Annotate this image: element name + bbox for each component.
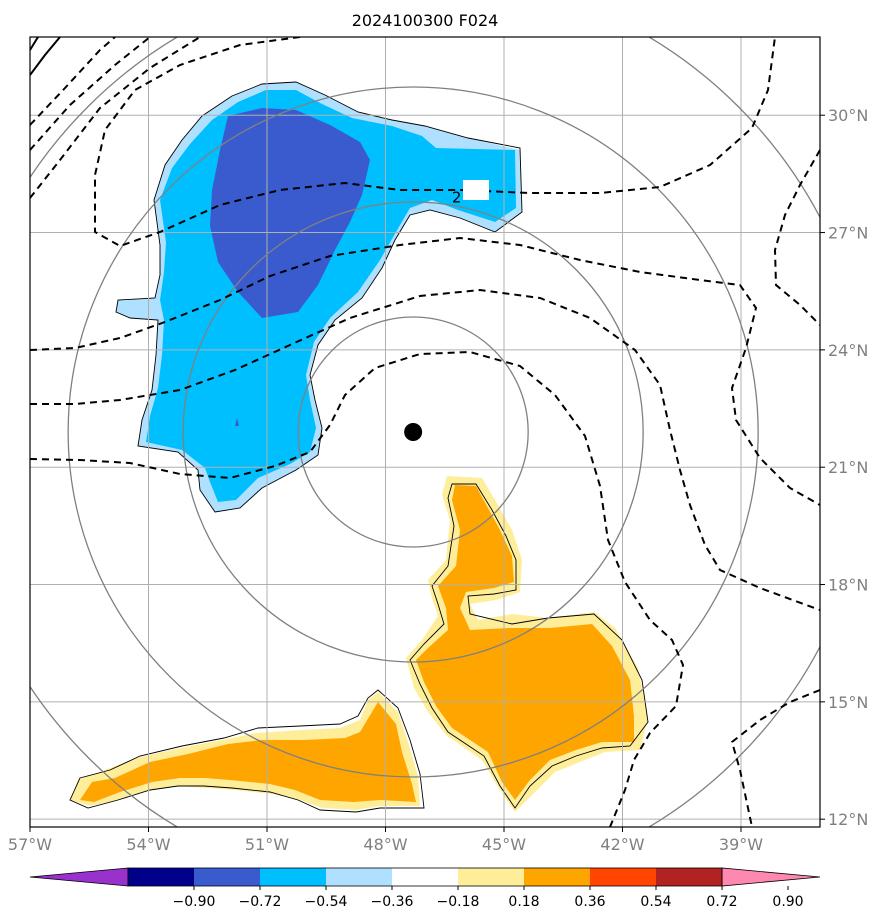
colorbar-extend-low xyxy=(29,867,129,887)
lat-tick-label: 21°N xyxy=(828,458,868,477)
colorbar-label: 0.36 xyxy=(574,894,605,910)
colorbar-label: 0.72 xyxy=(706,894,737,910)
colorbar-extend-high xyxy=(721,867,821,887)
isoline xyxy=(30,37,116,126)
range-rings xyxy=(30,37,820,827)
isoline xyxy=(730,689,820,827)
negative-anomaly-speck xyxy=(235,418,239,426)
positive-anomaly-east xyxy=(406,476,649,812)
colorbar-swatch xyxy=(260,868,326,886)
lat-tick-label: 30°N xyxy=(828,106,868,125)
negative-anomaly-dark xyxy=(210,108,370,318)
colorbar-frame xyxy=(127,867,723,887)
colorbar-label: −0.18 xyxy=(437,894,480,910)
solid-isolines xyxy=(30,37,61,76)
colorbar-swatch xyxy=(656,868,722,886)
isoline xyxy=(30,288,820,611)
colorbar-label: −0.54 xyxy=(305,894,348,910)
longitude-ticks: 57°W 54°W 51°W 48°W 45°W 42°W 39°W xyxy=(8,827,763,854)
colorbar-label: −0.36 xyxy=(371,894,414,910)
contour-label: 2 xyxy=(452,188,462,206)
positive-anomaly-east-contour xyxy=(409,483,649,809)
range-ring xyxy=(67,86,759,778)
negative-anomaly-region xyxy=(115,81,523,513)
positive-anomaly-south-fill xyxy=(80,702,416,802)
negative-anomaly-contour xyxy=(115,81,523,513)
dashed-isolines xyxy=(30,37,820,827)
colorbar-swatch xyxy=(524,868,590,886)
positive-anomaly-south xyxy=(69,689,425,813)
colorbar-label: 0.18 xyxy=(508,894,539,910)
lon-tick-label: 42°W xyxy=(600,835,644,854)
colorbar-swatch xyxy=(194,868,260,886)
positive-anomaly-east-fill xyxy=(416,485,634,800)
lon-tick-label: 39°W xyxy=(719,835,763,854)
lon-tick-label: 51°W xyxy=(245,835,289,854)
contour-label-bg xyxy=(463,180,489,200)
latitude-ticks: 30°N 27°N 24°N 21°N 18°N 15°N 12°N xyxy=(820,106,868,829)
isoline xyxy=(30,37,151,151)
isoline xyxy=(30,236,820,506)
colorbar-label: −0.72 xyxy=(239,894,282,910)
lon-tick-label: 45°W xyxy=(482,835,526,854)
colorbar-swatch xyxy=(590,868,656,886)
isoline xyxy=(773,149,820,326)
colorbar-swatch xyxy=(128,868,194,886)
colorbar-label: −0.90 xyxy=(173,894,216,910)
solid-isoline xyxy=(30,37,61,76)
solid-isoline xyxy=(30,37,39,51)
map-frame xyxy=(29,36,821,828)
storm-center-marker xyxy=(404,423,423,441)
colorbar-swatch xyxy=(458,868,524,886)
lon-tick-label: 57°W xyxy=(8,835,52,854)
range-ring xyxy=(297,316,529,548)
range-ring xyxy=(182,201,644,663)
chart-title: 2024100300 F024 xyxy=(352,11,499,30)
lat-tick-label: 18°N xyxy=(828,576,868,595)
colorbar-swatch xyxy=(326,868,392,886)
colorbar: −0.90 −0.72 −0.54 −0.36 −0.18 0.18 0.36 0.54 0.7… xyxy=(29,867,821,910)
colorbar-label: 0.54 xyxy=(640,894,671,910)
lat-tick-label: 15°N xyxy=(828,693,868,712)
colorbar-label: 0.90 xyxy=(772,894,803,910)
positive-anomaly-south-contour xyxy=(69,689,425,813)
lat-tick-label: 24°N xyxy=(828,341,868,360)
map-area xyxy=(30,37,820,827)
lat-tick-label: 12°N xyxy=(828,810,868,829)
isoline xyxy=(30,350,685,827)
lon-tick-label: 48°W xyxy=(363,835,407,854)
colorbar-swatch xyxy=(392,868,458,886)
isoline xyxy=(30,37,201,199)
lon-tick-label: 54°W xyxy=(126,835,170,854)
lat-tick-label: 27°N xyxy=(828,224,868,243)
gridlines xyxy=(30,37,820,827)
